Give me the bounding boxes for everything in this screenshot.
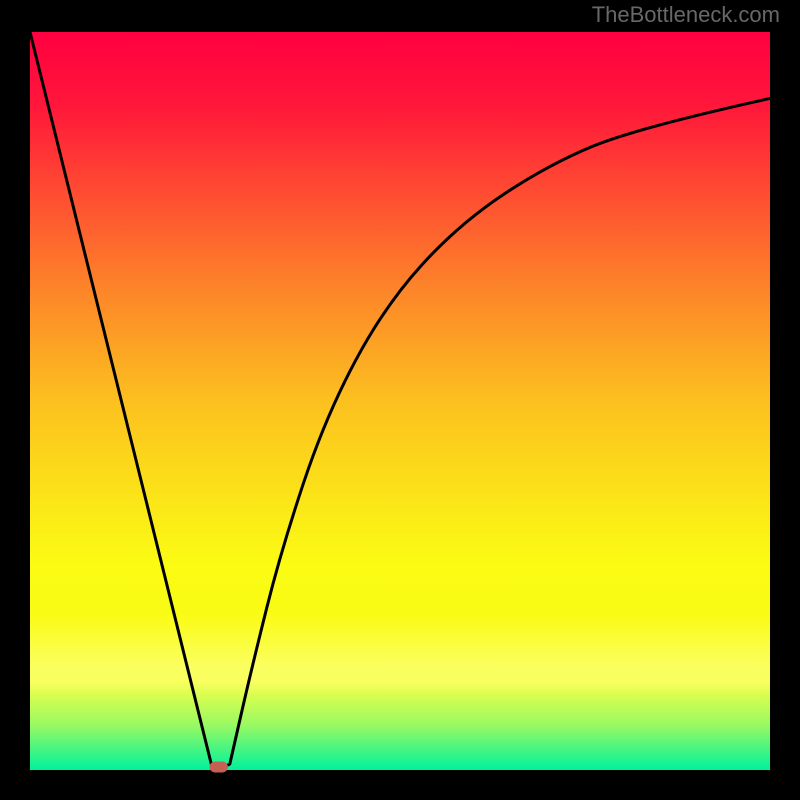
watermark-text: TheBottleneck.com [592,2,780,28]
chart-gradient-background [30,32,770,770]
bottleneck-chart [0,0,800,800]
optimal-point-marker [209,761,228,772]
chart-container: TheBottleneck.com [0,0,800,800]
